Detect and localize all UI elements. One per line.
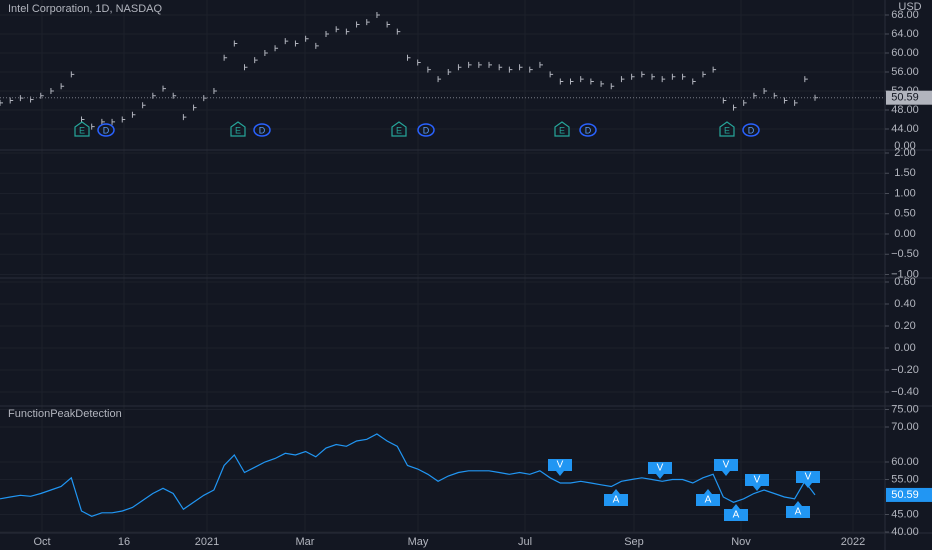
y-tick-label: 44.00 bbox=[891, 123, 919, 135]
y-tick-label: 0.50 bbox=[894, 208, 915, 220]
indicator-name[interactable]: FunctionPeakDetection bbox=[8, 408, 122, 420]
y-tick-label: −0.40 bbox=[891, 386, 919, 398]
peak-label-text: V bbox=[805, 472, 812, 483]
grid bbox=[0, 0, 885, 533]
peak-label bbox=[796, 471, 820, 488]
earnings-marker bbox=[719, 121, 735, 137]
time-label: 2022 bbox=[841, 536, 865, 548]
y-tick-label: 0.20 bbox=[894, 320, 915, 332]
dividend-marker bbox=[742, 123, 760, 137]
y-tick-label: 45.00 bbox=[891, 508, 919, 520]
time-label: May bbox=[408, 536, 429, 548]
y-tick-label: 60.00 bbox=[891, 47, 919, 59]
trough-label bbox=[786, 501, 810, 518]
peak-label-text: V bbox=[754, 475, 761, 486]
dividend-label: D bbox=[259, 125, 266, 135]
indicator-value-box bbox=[886, 487, 932, 502]
trough-label-text: A bbox=[795, 507, 802, 518]
time-label: Mar bbox=[296, 536, 315, 548]
earnings-marker bbox=[230, 121, 246, 137]
y-tick-label: 64.00 bbox=[891, 28, 919, 40]
time-label: Oct bbox=[33, 536, 50, 548]
peak-label bbox=[714, 459, 738, 476]
y-tick-label: −0.50 bbox=[891, 248, 919, 260]
indicator-line bbox=[0, 433, 816, 517]
earnings-label: E bbox=[724, 125, 730, 135]
y-tick-label: 56.00 bbox=[891, 66, 919, 78]
y-tick-label: 2.00 bbox=[894, 147, 915, 159]
y-tick-label: 48.00 bbox=[891, 104, 919, 116]
symbol-title[interactable]: Intel Corporation, 1D, NASDAQ bbox=[8, 3, 163, 15]
y-tick-label: 1.50 bbox=[894, 167, 915, 179]
earnings-label: E bbox=[79, 125, 85, 135]
peak-label-text: V bbox=[723, 460, 730, 471]
earnings-label: E bbox=[396, 125, 402, 135]
y-tick-label: 1.00 bbox=[894, 187, 915, 199]
time-label: 2021 bbox=[195, 536, 219, 548]
trough-label-text: A bbox=[733, 510, 740, 521]
time-label: Jul bbox=[518, 536, 532, 548]
peak-label-text: V bbox=[657, 463, 664, 474]
peak-label bbox=[745, 474, 769, 491]
y-tick-label: 0.60 bbox=[894, 276, 915, 288]
peak-label bbox=[648, 462, 672, 479]
dividend-marker bbox=[579, 123, 597, 137]
time-label: Sep bbox=[624, 536, 644, 548]
peak-label bbox=[548, 459, 572, 476]
y-tick-label: 55.00 bbox=[891, 473, 919, 485]
trough-label-text: A bbox=[613, 495, 620, 506]
earnings-label: E bbox=[235, 125, 241, 135]
trough-label-text: A bbox=[705, 495, 712, 506]
earnings-marker bbox=[554, 121, 570, 137]
last-price-box bbox=[886, 90, 932, 105]
earnings-marker bbox=[74, 121, 90, 137]
y-tick-label: −1.00 bbox=[891, 268, 919, 280]
volume-label: 0.00 bbox=[894, 140, 915, 152]
dividend-label: D bbox=[748, 125, 755, 135]
trough-label bbox=[696, 489, 720, 506]
last-price-label: 50.59 bbox=[891, 92, 919, 104]
dividend-label: D bbox=[585, 125, 592, 135]
y-tick-label: 60.00 bbox=[891, 456, 919, 468]
y-tick-label: 70.00 bbox=[891, 421, 919, 433]
dividend-marker bbox=[253, 123, 271, 137]
indicator-value-label: 50.59 bbox=[891, 489, 919, 501]
y-tick-label: 0.00 bbox=[894, 228, 915, 240]
y-tick-label: 68.00 bbox=[891, 9, 919, 21]
currency: USD bbox=[898, 1, 921, 13]
dividend-label: D bbox=[103, 125, 110, 135]
dividend-marker bbox=[417, 123, 435, 137]
dividend-label: D bbox=[423, 125, 430, 135]
y-tick-label: 0.00 bbox=[894, 342, 915, 354]
y-tick-label: 40.00 bbox=[891, 526, 919, 538]
y-tick-label: 75.00 bbox=[891, 403, 919, 415]
dividend-marker bbox=[97, 123, 115, 137]
time-label: Nov bbox=[731, 536, 751, 548]
y-tick-label: −0.20 bbox=[891, 364, 919, 376]
trough-label bbox=[604, 489, 628, 506]
trough-label bbox=[724, 504, 748, 521]
time-label: 16 bbox=[118, 536, 130, 548]
y-tick-label: 0.40 bbox=[894, 298, 915, 310]
peak-label-text: V bbox=[557, 460, 564, 471]
earnings-label: E bbox=[559, 125, 565, 135]
earnings-marker bbox=[391, 121, 407, 137]
